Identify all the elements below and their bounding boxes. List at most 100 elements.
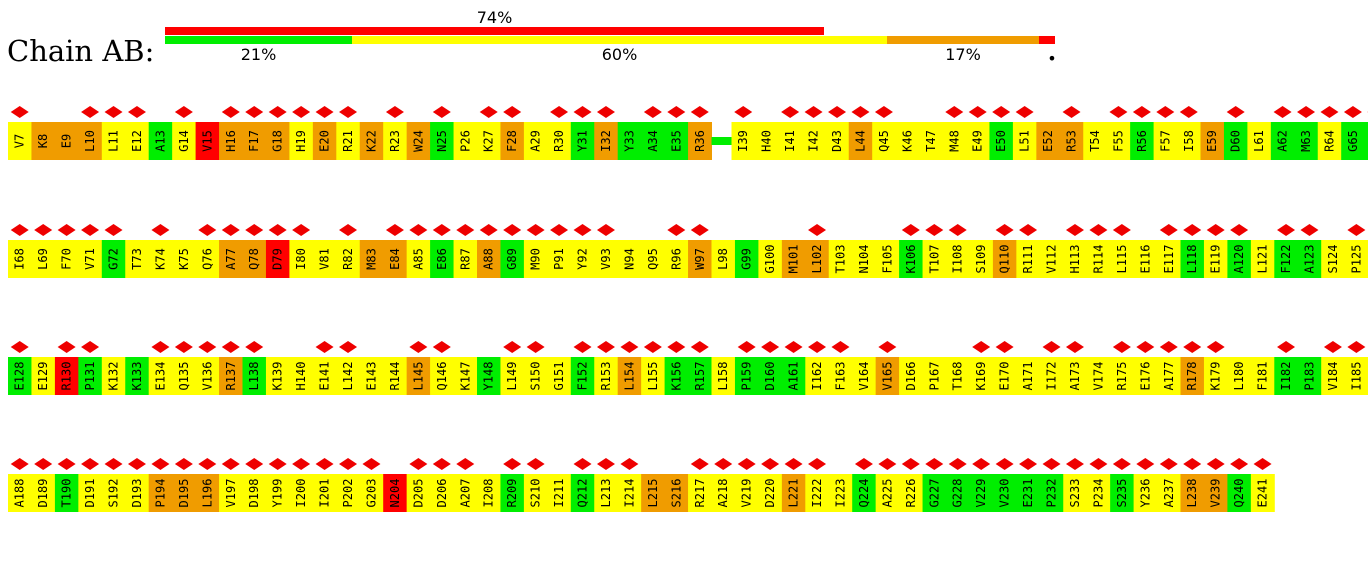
residue-box-P232 <box>1039 474 1064 512</box>
marker-L51 <box>1015 106 1034 118</box>
marker-H113 <box>1065 224 1084 236</box>
residue-label-N94: N94 <box>622 248 636 270</box>
residue-label-D206: D206 <box>435 479 449 508</box>
marker-R178 <box>1183 341 1202 353</box>
residue-box-E52 <box>1036 122 1061 160</box>
residue-label-M90: M90 <box>529 248 543 270</box>
marker-P125 <box>1347 224 1366 236</box>
residue-label-P202: P202 <box>341 479 355 508</box>
marker-Q135 <box>174 341 193 353</box>
residue-label-R209: R209 <box>505 479 519 508</box>
residue-label-K74: K74 <box>153 248 167 270</box>
residue-box-Q212 <box>570 474 595 512</box>
residue-label-D60: D60 <box>1229 130 1243 152</box>
marker-F17 <box>245 106 264 118</box>
marker-Q146 <box>432 341 451 353</box>
residue-label-L180: L180 <box>1232 362 1246 391</box>
top-bar-red <box>165 27 824 35</box>
residue-label-I208: I208 <box>482 479 496 508</box>
residue-label-Y31: Y31 <box>576 130 590 152</box>
marker-I42 <box>804 106 823 118</box>
residue-box-V93 <box>594 240 619 278</box>
marker-A85 <box>409 224 428 236</box>
residue-label-E241: E241 <box>1256 479 1270 508</box>
marker-I172 <box>1042 341 1061 353</box>
residue-label-L145: L145 <box>411 362 425 391</box>
quality-segment-orange <box>887 36 1039 44</box>
residue-label-H113: H113 <box>1068 245 1082 274</box>
residue-label-V93: V93 <box>599 248 613 270</box>
marker-P91 <box>550 224 569 236</box>
residue-box-T103 <box>828 240 853 278</box>
residue-label-V174: V174 <box>1091 362 1105 391</box>
marker-Y236 <box>1136 458 1155 470</box>
marker-R130 <box>57 341 76 353</box>
residue-box-A188 <box>8 474 32 512</box>
residue-label-A225: A225 <box>880 479 894 508</box>
residue-box-A13 <box>148 122 173 160</box>
residue-label-V197: V197 <box>224 479 238 508</box>
marker-F122 <box>1277 224 1296 236</box>
marker-P234 <box>1089 458 1108 470</box>
residue-box-P159 <box>734 357 759 395</box>
residue-label-P183: P183 <box>1303 362 1317 391</box>
residue-label-A123: A123 <box>1303 245 1317 274</box>
residue-label-E116: E116 <box>1138 245 1152 274</box>
residue-box-L238 <box>1180 474 1205 512</box>
residue-box-D193 <box>125 474 150 512</box>
residue-label-V230: V230 <box>998 479 1012 508</box>
marker-R114 <box>1089 224 1108 236</box>
residue-label-G18: G18 <box>271 130 285 152</box>
residue-box-F152 <box>570 357 595 395</box>
marker-F70 <box>57 224 76 236</box>
residue-box-L158 <box>711 357 736 395</box>
residue-box-E59 <box>1200 122 1225 160</box>
marker-R96 <box>667 224 686 236</box>
marker-L102 <box>808 224 827 236</box>
marker-G89 <box>503 224 522 236</box>
residue-label-L98: L98 <box>716 248 730 270</box>
residue-box-Y148 <box>477 357 501 395</box>
residue-box-Y31 <box>570 122 595 160</box>
residue-box-Y199 <box>265 474 290 512</box>
residue-box-M90 <box>523 240 548 278</box>
residue-box-G151 <box>547 357 572 395</box>
marker-A225 <box>878 458 897 470</box>
residue-label-H40: H40 <box>760 130 774 152</box>
residue-label-V239: V239 <box>1209 479 1223 508</box>
marker-E128 <box>10 341 29 353</box>
residue-box-A85 <box>406 240 431 278</box>
marker-D195 <box>174 458 193 470</box>
residue-label-H140: H140 <box>294 362 308 391</box>
residue-label-R87: R87 <box>458 248 472 270</box>
residue-box-E50 <box>989 122 1014 160</box>
marker-I68 <box>10 224 29 236</box>
residue-label-R111: R111 <box>1021 245 1035 274</box>
residue-label-V184: V184 <box>1326 362 1340 391</box>
residue-box-R137 <box>219 357 243 395</box>
residue-box-L44 <box>848 122 873 160</box>
marker-L44 <box>851 106 870 118</box>
marker-I162 <box>808 341 827 353</box>
marker-R36 <box>690 106 709 118</box>
residue-label-M83: M83 <box>365 248 379 270</box>
residue-label-F17: F17 <box>247 130 261 152</box>
residue-box-L215 <box>641 474 666 512</box>
residue-label-E129: E129 <box>36 362 50 391</box>
residue-box-R56 <box>1130 122 1155 160</box>
residue-label-I185: I185 <box>1349 362 1363 391</box>
residue-label-L238: L238 <box>1185 479 1199 508</box>
summary-bars: 74% 21% 60% 17% • <box>165 8 1057 68</box>
residue-label-G65: G65 <box>1346 130 1360 152</box>
marker-R56 <box>1132 106 1151 118</box>
residue-label-E134: E134 <box>153 362 167 391</box>
residue-box-I211 <box>547 474 572 512</box>
marker-Q212 <box>573 458 592 470</box>
marker-I185 <box>1347 341 1366 353</box>
residue-label-D195: D195 <box>177 479 191 508</box>
residue-box-T190 <box>54 474 79 512</box>
marker-L10 <box>81 106 100 118</box>
residue-box-G65 <box>1341 122 1366 160</box>
residue-box-R209 <box>500 474 525 512</box>
marker-M90 <box>526 224 545 236</box>
